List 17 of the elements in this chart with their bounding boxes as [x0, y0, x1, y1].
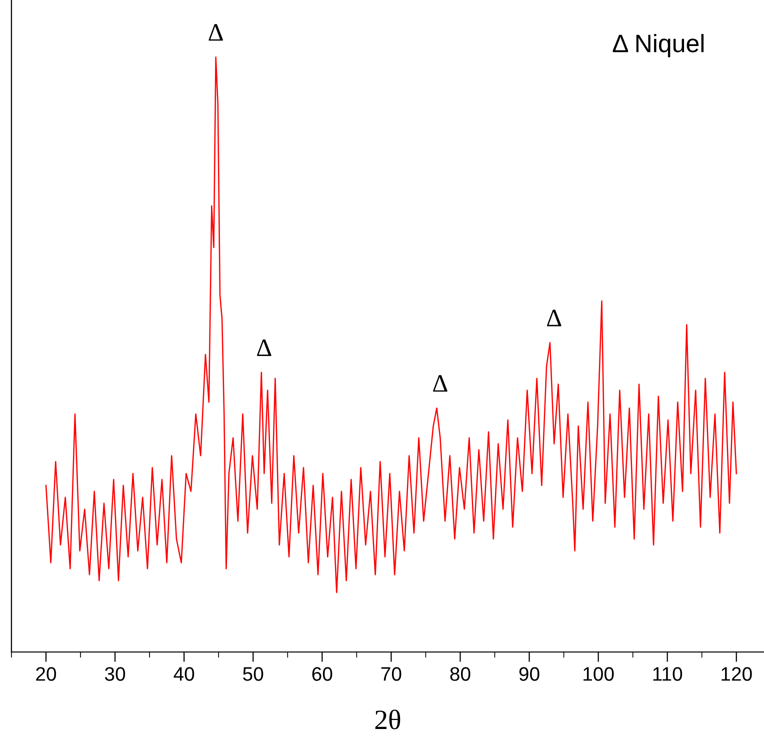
x-tick-label: 110 — [653, 667, 682, 681]
annotation: Δ — [257, 339, 272, 356]
annotation: Δ — [433, 375, 448, 392]
x-tick-label: 60 — [312, 667, 332, 681]
x-tick-label: 30 — [104, 667, 126, 681]
annotation: Δ Niquel — [612, 34, 704, 58]
x-tick-label: 40 — [174, 667, 194, 681]
x-tick-label: 120 — [722, 667, 752, 681]
x-axis-title: 2θ — [375, 710, 400, 730]
x-tick-label: 90 — [519, 667, 540, 681]
annotation: Δ — [208, 24, 223, 41]
x-tick-label: 20 — [36, 667, 56, 681]
x-tick-label: 70 — [381, 667, 402, 681]
x-tick-label: 100 — [584, 667, 614, 681]
x-tick-label: 80 — [450, 667, 470, 681]
x-tick-label: 50 — [243, 667, 264, 681]
annotation: Δ — [547, 310, 562, 326]
